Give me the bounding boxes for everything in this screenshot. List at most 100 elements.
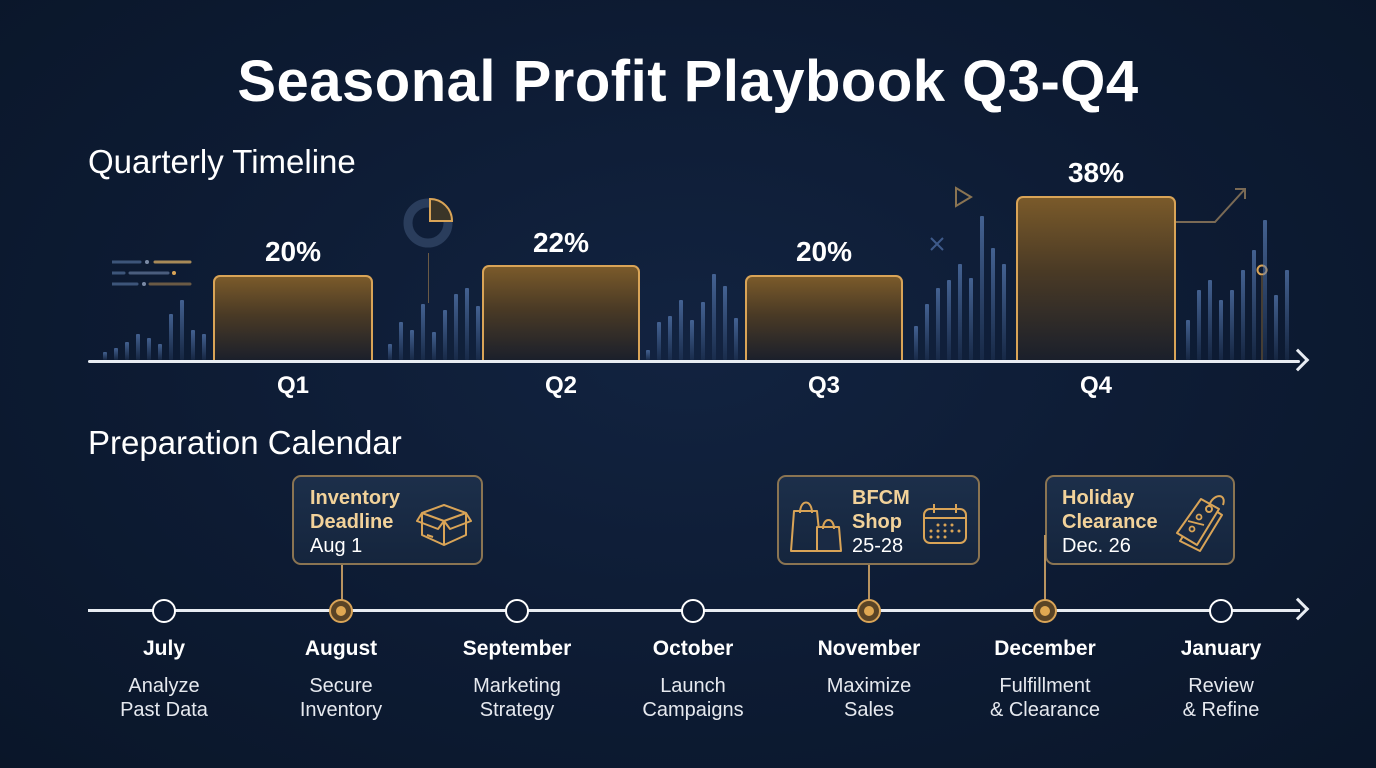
spark-bar — [914, 326, 918, 360]
spark-bar — [991, 248, 995, 360]
spark-bar — [1263, 220, 1267, 360]
month-description-line2: Strategy — [479, 699, 555, 721]
callout-date: Dec. 26 — [1062, 535, 1131, 557]
spark-bar — [980, 216, 984, 360]
spark-bar — [1208, 280, 1212, 360]
timeline-node-october — [681, 599, 705, 623]
spark-bar — [936, 288, 940, 360]
spark-bar — [103, 352, 107, 360]
close-x-icon — [930, 237, 944, 251]
month-description-line1: Secure — [309, 675, 373, 697]
month-description-line1: Analyze — [128, 675, 200, 697]
spark-bar — [723, 286, 727, 360]
x-axis — [88, 360, 1300, 363]
month-description-january: Review & Refine — [1131, 674, 1311, 722]
timeline-node-july — [152, 599, 176, 623]
spark-bar — [679, 300, 683, 360]
bar-value-q2: 22% — [532, 227, 590, 258]
spark-bar — [125, 342, 129, 360]
month-description-line2: Inventory — [299, 699, 383, 721]
spark-bar — [1274, 295, 1278, 360]
month-description-line1: Marketing — [473, 675, 561, 697]
bar-value-q3: 20% — [795, 236, 853, 267]
spark-bar — [388, 344, 392, 360]
spark-bar — [969, 278, 973, 360]
month-description-line1: Review — [1188, 675, 1254, 697]
spark-bar — [1230, 290, 1234, 360]
bar-q4 — [1016, 196, 1176, 361]
axis-label-q2: Q2 — [544, 372, 577, 399]
bar-q3 — [745, 275, 903, 361]
spark-bar — [1186, 320, 1190, 360]
spark-bar — [147, 338, 151, 360]
callout-connector-november — [868, 565, 870, 601]
month-description-july: Analyze Past Data — [74, 674, 254, 722]
spark-bar — [690, 320, 694, 360]
spark-bar — [1241, 270, 1245, 360]
month-label-october: October — [652, 637, 734, 660]
price-tag-icon — [1176, 495, 1225, 552]
month-description-line2: & Refine — [1182, 699, 1260, 721]
spark-bar — [701, 302, 705, 360]
timeline-node-september — [505, 599, 529, 623]
box-icon — [416, 504, 472, 546]
spark-bar — [202, 334, 206, 360]
spark-bar — [399, 322, 403, 360]
month-label-november: November — [817, 637, 921, 660]
timeline-node-august — [329, 599, 353, 623]
spark-bar — [410, 330, 414, 360]
quarterly-bar-chart: 20% 22% 20% 38% Q1 Q2 Q3 Q4 — [88, 157, 1310, 399]
callout-holiday-clearance: Holiday Clearance Dec. 26 — [1045, 475, 1235, 565]
month-description-line2: Campaigns — [642, 699, 744, 721]
spark-bar — [925, 304, 929, 360]
spark-bar — [947, 280, 951, 360]
callout-date: 25-28 — [852, 535, 904, 557]
timeline-node-january — [1209, 599, 1233, 623]
callout-connector-december — [1044, 535, 1046, 601]
spark-bar — [169, 314, 173, 360]
x-axis-arrow-icon — [1286, 348, 1310, 372]
spark-bar — [958, 264, 962, 360]
spark-bar — [432, 332, 436, 360]
callout-connector-august — [341, 565, 343, 601]
callout-title-line2: Clearance — [1062, 511, 1158, 533]
month-label-december: December — [994, 637, 1096, 660]
month-description-october: Launch Campaigns — [603, 674, 783, 722]
spark-bar — [136, 334, 140, 360]
spark-bar — [421, 304, 425, 360]
bar-value-q4: 38% — [1067, 157, 1125, 188]
month-description-august: Secure Inventory — [251, 674, 431, 722]
axis-label-q4: Q4 — [1079, 372, 1112, 399]
spark-bar — [476, 306, 480, 360]
trend-arrow-icon — [1175, 188, 1246, 223]
spark-bar — [668, 316, 672, 360]
month-description-november: Maximize Sales — [779, 674, 959, 722]
calendar-icon — [923, 504, 967, 544]
month-label-august: August — [304, 637, 378, 660]
callout-title-line2: Deadline — [310, 511, 394, 533]
callout-date: Aug 1 — [310, 535, 363, 557]
month-description-line1: Maximize — [826, 675, 912, 697]
month-description-line2: Past Data — [120, 699, 208, 721]
month-label-september: September — [462, 637, 572, 660]
spark-bar — [454, 294, 458, 360]
month-description-september: Marketing Strategy — [427, 674, 607, 722]
month-description-line2: Sales — [843, 699, 895, 721]
spark-bar — [712, 274, 716, 360]
callout-title-line2: Shop — [852, 511, 902, 533]
play-icon — [955, 186, 973, 208]
spark-bar — [646, 350, 650, 360]
donut-chart-icon — [403, 197, 454, 248]
timeline-node-november — [857, 599, 881, 623]
spark-bar — [1002, 264, 1006, 360]
month-description-december: Fulfillment & Clearance — [955, 674, 1135, 722]
spark-bar — [1285, 270, 1289, 360]
callout-title-line1: BFCM — [852, 487, 910, 509]
spark-bar — [1252, 250, 1256, 360]
shopping-bags-icon — [790, 501, 842, 552]
spark-bar — [114, 348, 118, 360]
bar-q2 — [482, 265, 640, 361]
legend-lines-decoration — [112, 260, 192, 286]
month-description-line2: & Clearance — [989, 699, 1101, 721]
timeline-node-december — [1033, 599, 1057, 623]
